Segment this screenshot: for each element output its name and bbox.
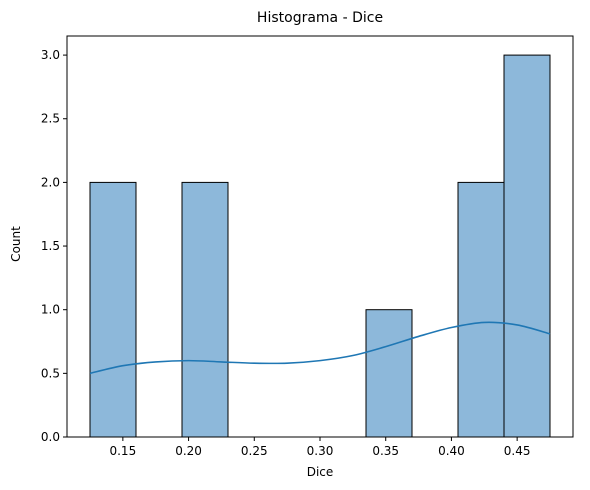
y-axis-label: Count <box>9 226 23 262</box>
y-tick-label: 2.5 <box>41 112 60 126</box>
y-tick-label: 3.0 <box>41 48 60 62</box>
x-tick-label: 0.15 <box>109 444 136 458</box>
y-tick-label: 1.5 <box>41 239 60 253</box>
histogram-bar-2 <box>181 181 229 438</box>
x-tick-label: 0.40 <box>438 444 465 458</box>
kde-line <box>89 321 551 375</box>
y-tick-label: 0.5 <box>41 366 60 380</box>
chart-title: Histograma - Dice <box>257 10 383 26</box>
x-axis-label: Dice <box>307 465 334 479</box>
x-tick-label: 0.25 <box>241 444 268 458</box>
histogram-bar-6 <box>365 309 413 438</box>
x-ticks: 0.15 0.20 0.25 0.30 0.35 0.40 0.45 <box>109 437 531 458</box>
x-tick-label: 0.35 <box>372 444 399 458</box>
bars-group <box>89 54 551 438</box>
y-tick-label: 0.0 <box>41 430 60 444</box>
y-ticks: 0.0 0.5 1.0 1.5 2.0 2.5 3.0 <box>41 48 67 444</box>
x-tick-label: 0.30 <box>307 444 334 458</box>
x-tick-label: 0.45 <box>504 444 531 458</box>
histogram-bar-9 <box>503 54 551 438</box>
y-tick-label: 2.0 <box>41 175 60 189</box>
x-tick-label: 0.20 <box>175 444 202 458</box>
histogram-bar-8 <box>457 181 505 438</box>
histogram-bar-0 <box>89 181 137 438</box>
y-tick-label: 1.0 <box>41 303 60 317</box>
